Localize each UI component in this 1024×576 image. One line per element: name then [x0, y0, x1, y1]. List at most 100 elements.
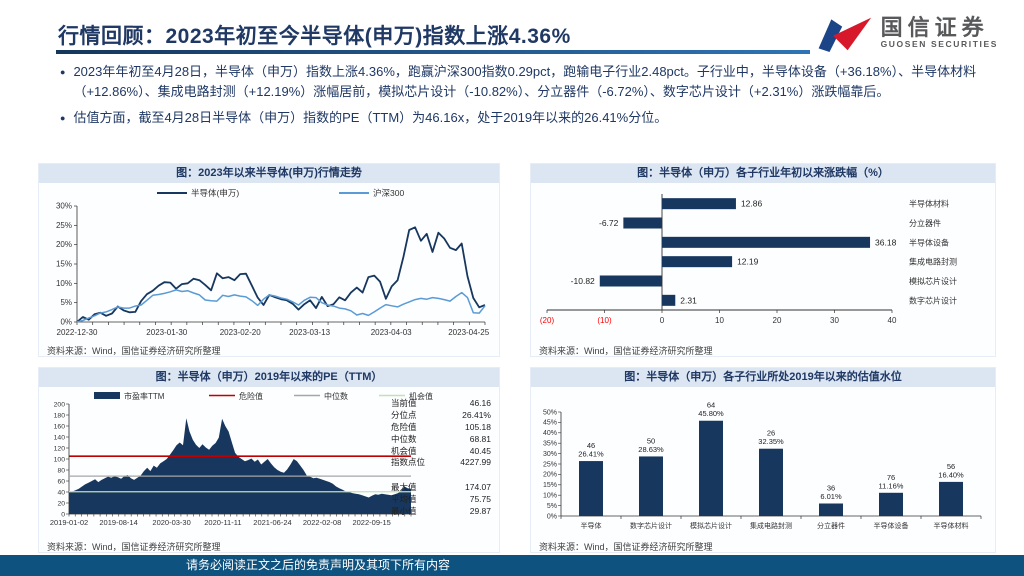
svg-text:10%: 10% — [56, 279, 72, 288]
svg-text:0%: 0% — [547, 513, 557, 520]
source-note: 资料来源：Wind，国信证券经济研究所整理 — [539, 346, 713, 356]
svg-text:2019-08-14: 2019-08-14 — [99, 518, 137, 527]
svg-text:半导体设备: 半导体设备 — [909, 237, 949, 247]
bar — [639, 456, 663, 516]
chart-panel-semiconductor-trend: 图：2023年以来半导体(申万)行情走势 半导体(申万) 沪深300 0% 5% 10%… — [38, 163, 500, 357]
svg-text:76: 76 — [887, 473, 895, 482]
svg-text:46: 46 — [587, 441, 595, 450]
svg-text:36.18: 36.18 — [875, 237, 897, 247]
svg-text:集成电路封测: 集成电路封测 — [750, 521, 792, 530]
company-logo: 国信证券 GUOSEN SECURITIES — [815, 12, 998, 54]
svg-text:(20): (20) — [540, 316, 555, 325]
svg-text:0: 0 — [660, 316, 665, 325]
svg-text:20%: 20% — [543, 472, 557, 479]
svg-text:-10.82: -10.82 — [571, 276, 595, 286]
source-note: 资料来源：Wind，国信证券经济研究所整理 — [47, 542, 221, 552]
title-underline — [56, 50, 810, 54]
svg-text:5%: 5% — [547, 503, 557, 510]
svg-text:56: 56 — [947, 462, 955, 471]
summary-bullets: ● 2023年年初至4月28日，半导体（申万）指数上涨4.36%，跑赢沪深300… — [60, 62, 996, 135]
svg-text:2.31: 2.31 — [680, 295, 697, 305]
bullet-item: ● 2023年年初至4月28日，半导体（申万）指数上涨4.36%，跑赢沪深300… — [60, 62, 996, 101]
source-note: 资料来源：Wind，国信证券经济研究所整理 — [539, 542, 713, 552]
svg-text:180: 180 — [54, 412, 66, 419]
svg-text:分立器件: 分立器件 — [909, 218, 941, 228]
svg-text:15%: 15% — [56, 260, 72, 269]
svg-text:50: 50 — [647, 436, 655, 445]
svg-text:140: 140 — [54, 434, 66, 441]
svg-text:机会值: 机会值 — [409, 391, 433, 401]
svg-text:分立器件: 分立器件 — [817, 521, 845, 530]
bar — [759, 448, 783, 516]
svg-text:模拟芯片设计: 模拟芯片设计 — [690, 521, 732, 530]
svg-text:120: 120 — [54, 445, 66, 452]
chart-title: 图：2023年以来半导体(申万)行情走势 — [39, 164, 499, 183]
svg-text:半导体(申万): 半导体(申万) — [191, 188, 239, 198]
chart-title: 图：半导体（申万）2019年以来的PE（TTM） — [39, 368, 499, 387]
chart-title: 图：半导体（申万）各子行业所处2019年以来的估值水位 — [531, 368, 995, 387]
svg-text:60: 60 — [57, 478, 65, 485]
chart-panel-subsector-change: 图：半导体（申万）各子行业年初以来涨跌幅（%） (20) (10) 0 10 20 30 4… — [530, 163, 996, 357]
svg-text:12.86: 12.86 — [741, 199, 763, 209]
svg-text:半导体设备: 半导体设备 — [874, 521, 909, 530]
svg-text:半导体: 半导体 — [581, 521, 602, 530]
bullet-item: ● 估值方面，截至4月28日半导体（申万）指数的PE（TTM）为46.16x，处… — [60, 108, 996, 128]
bar — [662, 294, 676, 306]
svg-text:2019-01-02: 2019-01-02 — [50, 518, 88, 527]
svg-text:数字芯片设计: 数字芯片设计 — [630, 521, 672, 530]
bar — [879, 492, 903, 516]
bullet-text: 2023年年初至4月28日，半导体（申万）指数上涨4.36%，跑赢沪深300指数… — [73, 64, 977, 99]
svg-text:20: 20 — [773, 316, 782, 325]
chart-panel-pe-ttm: 图：半导体（申万）2019年以来的PE（TTM） 市盈率TTM 危险值 中位数 机会值… — [38, 367, 500, 553]
svg-text:20: 20 — [57, 500, 65, 507]
svg-text:36: 36 — [827, 483, 835, 492]
svg-text:模拟芯片设计: 模拟芯片设计 — [909, 276, 957, 286]
svg-text:2023-01-30: 2023-01-30 — [146, 328, 187, 337]
svg-text:10%: 10% — [543, 493, 557, 500]
svg-text:30%: 30% — [543, 451, 557, 458]
bullet-icon: ● — [60, 67, 66, 77]
svg-text:2022-09-15: 2022-09-15 — [352, 518, 390, 527]
svg-text:32.35%: 32.35% — [758, 437, 784, 446]
stat-row: 机会值 40.45 — [391, 445, 491, 456]
semiconductor-trend-line-chart: 半导体(申万) 沪深300 0% 5% 10% 15% 20% 25% 30% 2022-12-3… — [56, 188, 490, 337]
disclaimer-bar: 请务必阅读正文之后的免责声明及其项下所有内容 — [0, 555, 1024, 576]
bar — [623, 217, 662, 229]
stat-row: 最大值 174.07 — [391, 482, 491, 493]
svg-text:64: 64 — [707, 401, 715, 410]
svg-text:100: 100 — [54, 456, 66, 463]
stat-row: 指数点位 4227.99 — [391, 457, 491, 468]
svg-text:16.40%: 16.40% — [938, 470, 964, 479]
svg-text:30: 30 — [830, 316, 839, 325]
stat-row: 最小值 29.87 — [391, 506, 491, 517]
stat-row: 当前值 46.16 — [391, 398, 491, 408]
svg-text:15%: 15% — [543, 482, 557, 489]
svg-text:2023-04-25: 2023-04-25 — [448, 328, 489, 337]
svg-text:5%: 5% — [60, 298, 72, 307]
svg-text:26: 26 — [767, 429, 775, 438]
svg-text:40: 40 — [888, 316, 897, 325]
svg-text:25%: 25% — [56, 221, 72, 230]
svg-text:200: 200 — [54, 401, 66, 408]
svg-text:20%: 20% — [56, 240, 72, 249]
chart-title: 图：半导体（申万）各子行业年初以来涨跌幅（%） — [531, 164, 995, 183]
bar — [699, 420, 723, 516]
svg-text:12.19: 12.19 — [737, 257, 759, 267]
svg-text:45%: 45% — [543, 420, 557, 427]
bar — [819, 503, 843, 516]
page-title: 行情回顾：2023年初至今半导体(申万)指数上涨4.36% — [58, 25, 571, 48]
svg-text:26.41%: 26.41% — [578, 450, 604, 459]
svg-text:25%: 25% — [543, 461, 557, 468]
bar — [662, 236, 871, 248]
svg-text:沪深300: 沪深300 — [373, 188, 404, 198]
svg-text:160: 160 — [54, 423, 66, 430]
bar — [599, 275, 662, 287]
svg-text:2023-02-20: 2023-02-20 — [220, 328, 261, 337]
series-0 — [76, 226, 486, 323]
bullet-text: 估值方面，截至4月28日半导体（申万）指数的PE（TTM）为46.16x，处于2… — [73, 110, 668, 125]
series-1 — [76, 289, 486, 323]
svg-text:35%: 35% — [543, 441, 557, 448]
source-note: 资料来源：Wind，国信证券经济研究所整理 — [47, 346, 221, 356]
svg-text:2020-11-11: 2020-11-11 — [204, 518, 241, 527]
